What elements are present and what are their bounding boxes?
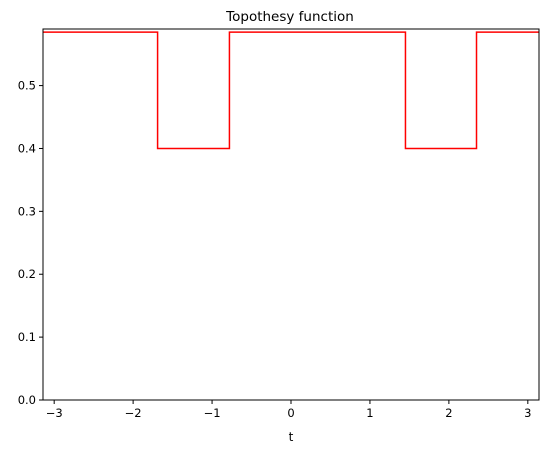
chart-title: Topothesy function [225, 9, 354, 25]
y-tick-label: 0.4 [18, 141, 36, 155]
series-line-0 [43, 31, 539, 150]
x-tick-label: 0 [287, 406, 294, 420]
y-tick-label: 0.2 [18, 267, 36, 281]
x-axis-label: t [289, 430, 294, 444]
y-tick-label: 0.3 [18, 204, 36, 218]
series-layer [43, 31, 539, 150]
y-tick-label: 0.0 [18, 393, 36, 407]
plot-frame [42, 28, 540, 401]
x-tick-label: −2 [125, 406, 142, 420]
x-tick-label: −3 [46, 406, 63, 420]
x-tick-label: 2 [445, 406, 452, 420]
y-axis: 0.0 0.1 0.2 0.3 0.4 0.5 [18, 79, 43, 407]
x-tick-label: −1 [204, 406, 221, 420]
x-tick-label: 3 [524, 406, 531, 420]
x-tick-label: 1 [366, 406, 373, 420]
y-tick-label: 0.5 [18, 79, 36, 93]
y-tick-label: 0.1 [18, 330, 36, 344]
x-axis: −3 −2 −1 0 1 2 3 [46, 400, 531, 420]
